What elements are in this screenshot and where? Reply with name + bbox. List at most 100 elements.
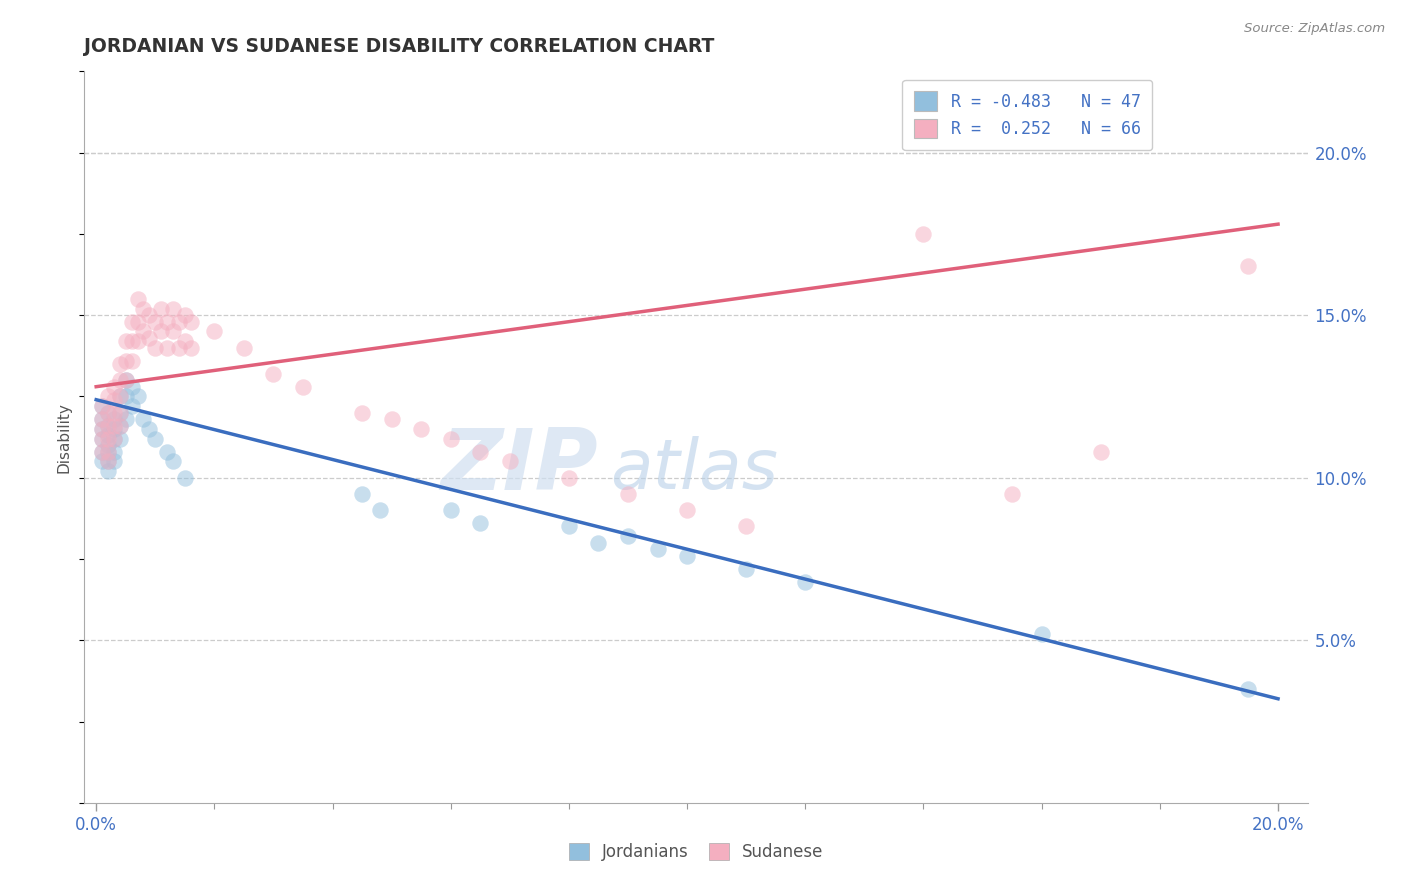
Point [103,418,125,433]
Point [114,353,136,368]
Point [156,444,179,458]
Point [114,373,136,387]
Point [156,341,179,355]
Point [108,432,131,446]
Point [91,432,114,446]
Point [180,315,202,329]
Point [108,373,131,387]
Point [912,227,935,241]
Point [97,454,120,468]
Point [676,549,699,563]
Point [1090,444,1112,458]
Point [114,373,136,387]
Point [97,406,120,420]
Point [156,315,179,329]
Point [91,444,114,458]
Point [108,389,131,403]
Point [138,331,160,345]
Point [103,392,125,407]
Point [368,503,391,517]
Point [470,444,492,458]
Point [91,444,114,458]
Point [114,412,136,426]
Point [114,389,136,403]
Point [1237,260,1260,274]
Point [173,308,195,322]
Point [676,503,699,517]
Point [138,422,160,436]
Point [97,389,120,403]
Point [127,315,149,329]
Point [121,334,143,348]
Point [162,301,184,316]
Point [352,406,374,420]
Point [97,428,120,442]
Point [97,406,120,420]
Point [143,341,166,355]
Point [103,432,125,446]
Point [121,353,143,368]
Point [173,334,195,348]
Point [1031,626,1053,640]
Point [499,454,522,468]
Point [91,422,114,436]
Text: JORDANIAN VS SUDANESE DISABILITY CORRELATION CHART: JORDANIAN VS SUDANESE DISABILITY CORRELA… [84,37,714,56]
Point [97,444,120,458]
Point [108,389,131,403]
Point [735,519,758,533]
Text: atlas: atlas [610,436,779,503]
Point [162,454,184,468]
Point [97,438,120,452]
Point [132,325,155,339]
Point [91,432,114,446]
Point [103,454,125,468]
Y-axis label: Disability: Disability [56,401,72,473]
Point [132,412,155,426]
Point [91,399,114,413]
Point [91,454,114,468]
Point [108,418,131,433]
Point [103,444,125,458]
Point [617,487,640,501]
Point [127,389,149,403]
Point [150,301,173,316]
Point [91,422,114,436]
Point [97,432,120,446]
Point [91,412,114,426]
Point [735,562,758,576]
Point [121,380,143,394]
Text: ZIP: ZIP [440,425,598,508]
Point [1001,487,1024,501]
Point [558,471,581,485]
Point [794,574,817,589]
Point [108,406,131,420]
Point [167,315,190,329]
Point [440,503,463,517]
Point [470,516,492,531]
Point [617,529,640,543]
Point [143,432,166,446]
Point [108,418,131,433]
Point [97,454,120,468]
Point [162,325,184,339]
Point [108,406,131,420]
Point [127,334,149,348]
Point [647,542,669,557]
Point [173,471,195,485]
Point [138,308,160,322]
Point [352,487,374,501]
Point [97,418,120,433]
Point [91,412,114,426]
Point [232,341,254,355]
Point [143,315,166,329]
Text: Source: ZipAtlas.com: Source: ZipAtlas.com [1244,22,1385,36]
Point [127,292,149,306]
Point [132,301,155,316]
Point [167,341,190,355]
Legend: Jordanians, Sudanese: Jordanians, Sudanese [562,836,830,868]
Point [381,412,404,426]
Point [103,422,125,436]
Point [150,325,173,339]
Point [1237,681,1260,696]
Point [97,418,120,433]
